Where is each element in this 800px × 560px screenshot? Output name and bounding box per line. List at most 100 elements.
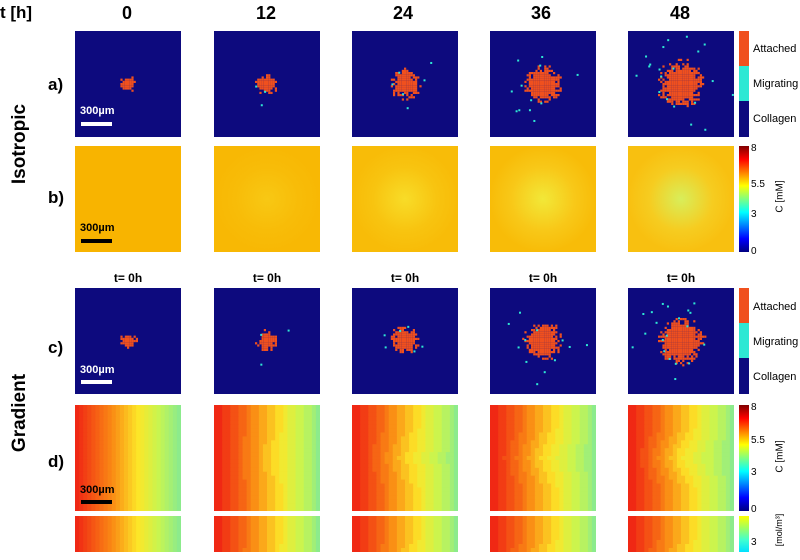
gradient-cell [222, 416, 227, 422]
gradient-cell [697, 456, 702, 461]
attached-cell [533, 80, 536, 83]
gradient-cell [567, 440, 573, 445]
gradient-cell [551, 459, 556, 465]
attached-cell [399, 351, 402, 354]
attached-cell [257, 83, 260, 86]
gradient-cell [388, 495, 394, 500]
attached-cell [675, 67, 678, 70]
gradient-cell [709, 507, 715, 511]
gradient-cell [230, 428, 235, 433]
attached-cell [675, 74, 678, 77]
gradient-cell [689, 475, 694, 481]
gradient-cell [303, 479, 309, 485]
gradient-cell [164, 475, 170, 481]
attached-cell [404, 67, 407, 70]
attached-cell [559, 333, 562, 336]
gradient-cell [676, 436, 682, 441]
gradient-cell [664, 412, 670, 418]
gradient-cell [510, 467, 515, 473]
attached-cell [686, 80, 689, 83]
attached-cell [675, 102, 678, 105]
gradient-cell [672, 483, 678, 488]
attached-cell [660, 76, 663, 79]
attached-cell [546, 348, 549, 351]
gradient-cell [547, 487, 552, 492]
gradient-cell [421, 428, 426, 433]
scalebar-label-b: 300µm [80, 222, 115, 234]
gradient-cell [168, 424, 174, 430]
gradient-cell [429, 459, 435, 465]
gradient-cell [417, 491, 422, 496]
gradient-cell [262, 503, 268, 508]
gradient-cell [693, 475, 698, 481]
attached-cell [553, 351, 556, 354]
attached-cell [124, 83, 127, 86]
gradient-cell [433, 420, 439, 426]
attached-cell [263, 340, 266, 343]
gradient-cell [502, 408, 507, 414]
gradient-cell [449, 420, 455, 426]
attached-cell [546, 89, 549, 92]
attached-cell [675, 346, 678, 349]
attached-cell [274, 80, 277, 83]
gradient-cell [498, 495, 503, 500]
gradient-cell [315, 432, 320, 437]
gradient-cell [258, 467, 264, 473]
attached-cell [270, 80, 273, 83]
gradient-cell [725, 503, 731, 508]
gradient-cell [628, 467, 633, 473]
gradient-cell [376, 475, 382, 481]
gradient-cell [83, 432, 88, 437]
gradient-cell [254, 405, 260, 410]
attached-cell [550, 342, 553, 345]
gradient-cell [103, 487, 109, 492]
attached-cell [555, 78, 558, 81]
gradient-cell [176, 416, 181, 422]
attached-cell [662, 94, 665, 97]
attached-cell [695, 340, 698, 343]
gradient-cell [409, 491, 414, 496]
gradient-cell [530, 503, 536, 508]
attached-cell [395, 80, 398, 83]
gradient-cell [388, 471, 394, 477]
gradient-cell [356, 499, 361, 504]
gradient-cell [534, 408, 540, 414]
gradient-cell [392, 452, 398, 457]
gradient-cell [510, 491, 515, 496]
gradient-cell [518, 436, 524, 441]
gradient-cell [218, 420, 223, 426]
attached-cell [261, 337, 264, 340]
attached-cell [680, 91, 683, 94]
gradient-cell [103, 459, 109, 465]
gradient-cell [559, 412, 564, 418]
attached-cell [546, 91, 549, 94]
gradient-cell [583, 405, 589, 410]
gradient-cell [701, 503, 706, 508]
migrating-cell [660, 75, 663, 78]
gradient-cell [311, 420, 317, 426]
gradient-cell [368, 420, 373, 426]
gradient-cell [543, 471, 548, 477]
gradient-cell [168, 520, 174, 525]
gradient-cell [729, 467, 734, 473]
gradient-cell [701, 428, 706, 433]
gradient-cell [729, 475, 734, 481]
gradient-cell [372, 487, 377, 492]
gradient-cell [144, 483, 149, 488]
gradient-cell [262, 491, 268, 496]
gradient-cell [95, 416, 100, 422]
gradient-cell [136, 428, 141, 433]
attached-cell [695, 335, 698, 338]
attached-cell [401, 80, 404, 83]
attached-cell [410, 89, 413, 92]
migrating-cell [661, 302, 664, 305]
gradient-cell [160, 424, 166, 430]
gradient-cell [417, 495, 422, 500]
gradient-cell [392, 471, 398, 477]
attached-cell [528, 83, 531, 86]
attached-cell [686, 96, 689, 99]
gradient-cell [360, 405, 365, 410]
gradient-cell [640, 428, 645, 433]
gradient-cell [376, 436, 382, 441]
attached-cell [548, 83, 551, 86]
